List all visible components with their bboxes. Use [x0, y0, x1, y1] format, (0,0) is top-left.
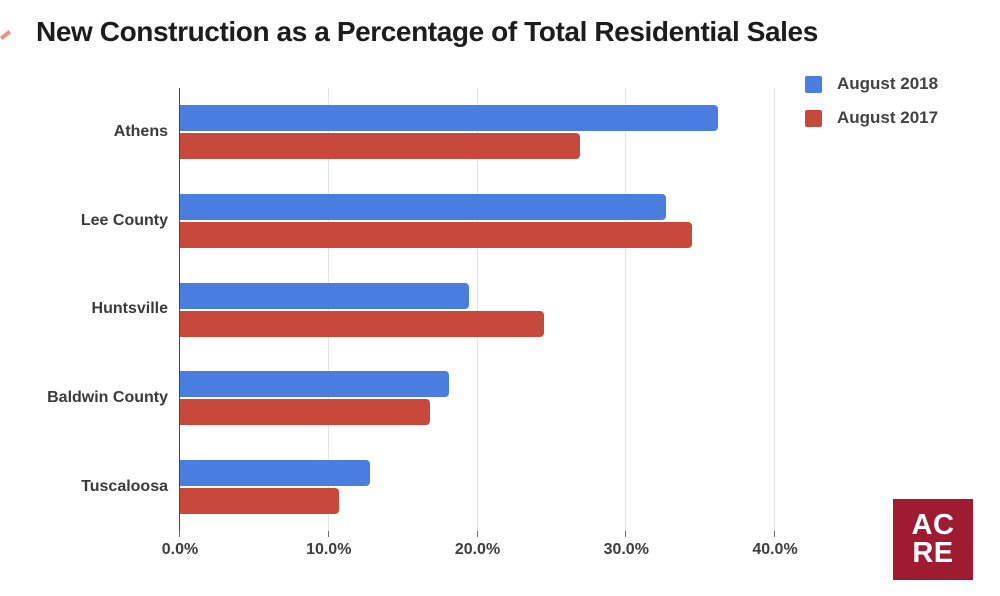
category-label-tuscaloosa: Tuscaloosa — [81, 477, 168, 495]
x-tick — [625, 531, 627, 537]
bar-august-2018-athens — [180, 105, 719, 132]
bar-august-2017-tuscaloosa — [180, 487, 340, 514]
bar-august-2017-huntsville — [180, 310, 545, 337]
category-axis: Athens Lee County Huntsville Baldwin County… — [0, 88, 168, 531]
x-tick — [476, 531, 478, 537]
acre-logo-line1: AC — [911, 508, 955, 541]
legend-item-august-2018: August 2018 — [805, 74, 938, 94]
category-label-huntsville: Huntsville — [91, 300, 168, 318]
plot-area — [180, 88, 775, 531]
y-axis-line — [179, 88, 180, 537]
bar-august-2018-baldwin-county — [180, 371, 450, 398]
acre-logo: AC RE — [893, 499, 973, 580]
bar-august-2017-athens — [180, 133, 581, 160]
legend: August 2018 August 2017 — [805, 74, 938, 142]
acre-logo-line2: RE — [912, 536, 954, 569]
x-tick — [179, 531, 180, 537]
bar-august-2018-tuscaloosa — [180, 459, 371, 486]
grid-line — [625, 88, 627, 531]
corner-red-mark — [0, 30, 12, 40]
x-tick-label: 0.0% — [161, 541, 199, 558]
grid-line — [774, 88, 775, 531]
grid-line — [476, 88, 478, 531]
bar-august-2017-lee-county — [180, 221, 692, 248]
legend-swatch-icon — [805, 109, 822, 127]
legend-swatch-icon — [805, 75, 822, 93]
legend-item-august-2017: August 2017 — [805, 108, 938, 128]
bar-august-2018-lee-county — [180, 193, 667, 220]
bar-august-2018-huntsville — [180, 282, 469, 309]
grid-line — [327, 88, 329, 531]
x-tick-label: 20.0% — [454, 541, 501, 558]
category-label-lee-county: Lee County — [80, 211, 168, 229]
chart-title: New Construction as a Percentage of Tota… — [36, 16, 818, 47]
x-tick — [327, 531, 329, 537]
x-tick-label: 40.0% — [752, 541, 798, 558]
category-label-athens: Athens — [113, 123, 168, 141]
legend-label: August 2017 — [837, 108, 939, 127]
bar-august-2017-baldwin-county — [180, 399, 430, 426]
legend-label: August 2018 — [837, 74, 939, 93]
x-tick — [774, 531, 775, 537]
x-tick-label: 30.0% — [603, 541, 649, 558]
x-tick-label: 10.0% — [306, 541, 352, 558]
category-label-baldwin-county: Baldwin County — [47, 389, 168, 407]
